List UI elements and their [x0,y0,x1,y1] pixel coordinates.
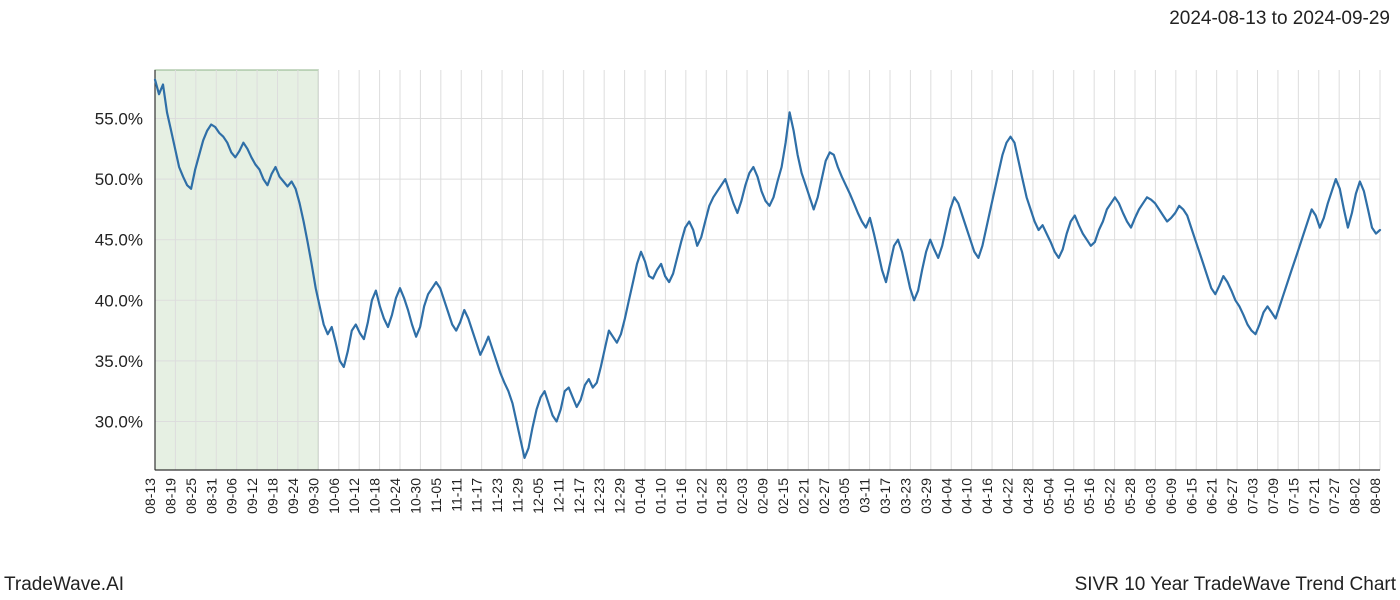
x-axis-tick-label: 09-24 [285,478,301,514]
x-axis-tick-label: 05-16 [1081,478,1097,514]
x-axis-tick-label: 11-05 [428,478,444,513]
x-axis-tick-label: 08-08 [1367,478,1383,514]
x-axis-tick-label: 01-16 [673,478,689,514]
x-axis-tick-label: 04-04 [938,478,954,514]
x-axis-tick-label: 07-21 [1306,478,1322,514]
brand-label: TradeWave.AI [4,574,124,596]
y-axis-tick-label: 55.0% [95,109,143,128]
x-axis-tick-label: 03-29 [918,478,934,514]
x-axis-tick-label: 11-17 [469,478,485,513]
x-axis-tick-label: 09-30 [305,478,321,514]
x-axis-tick-label: 08-13 [142,478,158,514]
x-axis-tick-label: 08-25 [183,478,199,514]
x-axis-tick-label: 05-10 [1061,478,1077,514]
x-axis-tick-label: 06-03 [1142,478,1158,514]
x-axis-tick-label: 07-03 [1245,478,1261,514]
x-axis-tick-label: 03-17 [877,478,893,514]
x-axis-tick-label: 02-09 [755,478,771,514]
x-axis-tick-label: 03-05 [836,478,852,514]
x-axis-tick-label: 11-29 [510,478,526,513]
x-axis-tick-label: 06-09 [1163,478,1179,514]
x-axis-tick-label: 06-21 [1204,478,1220,514]
x-axis-tick-label: 12-11 [550,478,566,513]
x-axis-tick-label: 12-17 [571,478,587,514]
x-axis-tick-label: 09-06 [224,478,240,514]
x-axis-tick-label: 01-10 [652,478,668,514]
y-axis-tick-label: 50.0% [95,170,143,189]
trend-chart: 30.0% 35.0% 40.0% 45.0% 50.0% 55.0% 08-1308-19… [0,40,1400,550]
x-axis-tick-label: 09-12 [244,478,260,514]
x-axis-tick-label: 10-30 [407,478,423,514]
x-axis-tick-label: 05-04 [1040,478,1056,514]
x-axis-tick-label: 12-29 [612,478,628,514]
x-axis-tick-label: 06-27 [1224,478,1240,514]
x-axis-tick-label: 04-10 [959,478,975,514]
x-axis-tick-label: 08-19 [162,478,178,514]
x-axis-tick-label: 02-21 [795,478,811,514]
date-range-label: 2024-08-13 to 2024-09-29 [1169,8,1390,30]
x-axis-tick-label: 02-27 [816,478,832,514]
x-axis-tick-label: 07-15 [1285,478,1301,514]
x-axis-tick-label: 05-22 [1102,478,1118,514]
x-axis-tick-label: 08-31 [203,478,219,514]
x-axis-tick-label: 01-22 [693,478,709,514]
x-axis-tick-label: 09-18 [265,478,281,514]
x-axis-tick-label: 10-12 [346,478,362,514]
x-axis-tick-label: 04-28 [1020,478,1036,514]
y-axis-tick-label: 40.0% [95,291,143,310]
x-axis-tick-label: 12-23 [591,478,607,514]
y-axis-tick-label: 45.0% [95,231,143,250]
x-axis-tick-label: 03-11 [857,478,873,513]
x-axis-tick-label: 05-28 [1122,478,1138,514]
x-axis-tick-label: 03-23 [897,478,913,514]
x-axis-tick-label: 10-06 [326,478,342,514]
chart-title: SIVR 10 Year TradeWave Trend Chart [1075,574,1396,596]
x-axis-tick-label: 06-15 [1183,478,1199,514]
x-axis-tick-label: 10-24 [387,478,403,514]
x-axis-tick-label: 02-15 [775,478,791,514]
y-axis-tick-label: 35.0% [95,352,143,371]
chart-svg: 30.0% 35.0% 40.0% 45.0% 50.0% 55.0% 08-1308-19… [0,40,1400,550]
x-axis-tick-label: 11-11 [448,478,464,512]
x-axis-tick-label: 07-09 [1265,478,1281,514]
y-axis-tick-label: 30.0% [95,413,143,432]
x-axis-tick-label: 01-28 [714,478,730,514]
x-axis-tick-label: 11-23 [489,478,505,513]
x-axis-tick-label: 04-16 [979,478,995,514]
x-axis-tick-label: 07-27 [1326,478,1342,514]
x-axis-tick-label: 10-18 [367,478,383,514]
x-axis-tick-label: 02-03 [734,478,750,514]
x-axis-tick-label: 01-04 [632,478,648,514]
x-axis-tick-label: 04-22 [1000,478,1016,514]
x-axis-tick-label: 12-05 [530,478,546,514]
x-axis-tick-label: 08-02 [1347,478,1363,514]
